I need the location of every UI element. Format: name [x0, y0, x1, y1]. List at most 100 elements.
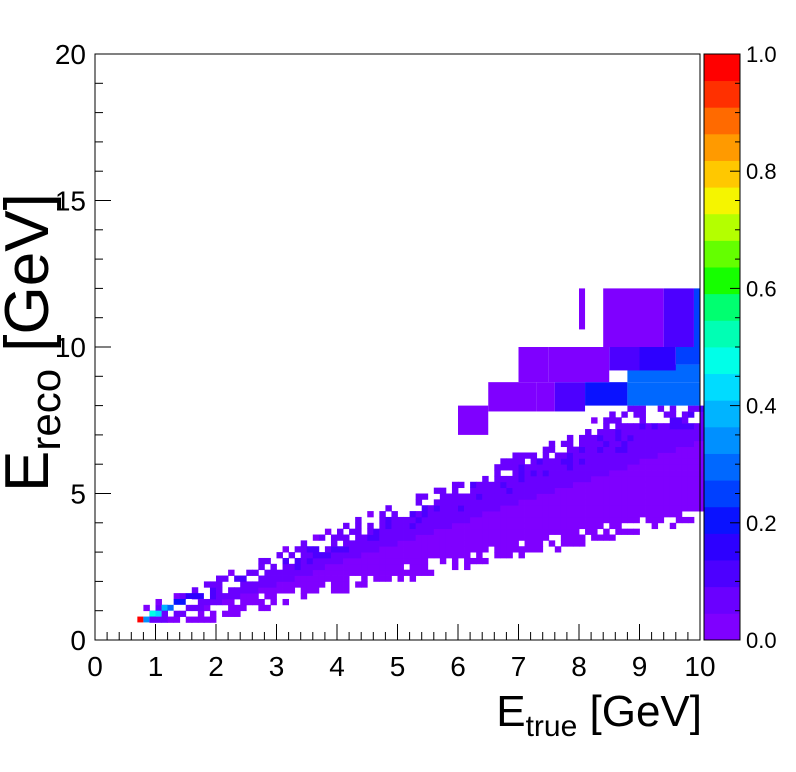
heatmap-bin	[542, 511, 550, 518]
heatmap-bin	[409, 557, 417, 565]
heatmap-bin	[663, 487, 671, 494]
heatmap-bin	[687, 429, 695, 436]
heatmap-bin	[579, 493, 586, 500]
axis-ticks: 0 1 2 3 4 5 6 7 8 9 10 0 5 10 15 20	[55, 39, 716, 682]
heatmap-bin	[645, 481, 652, 489]
heatmap-bin	[663, 440, 671, 448]
heatmap-bin	[330, 540, 338, 547]
y-tick-label: 15	[55, 186, 86, 217]
heatmap-bin	[603, 446, 610, 453]
heatmap-bin	[554, 528, 562, 535]
heatmap-bin	[355, 546, 362, 553]
x-tick-label: 1	[148, 651, 164, 682]
x-axis-title: Etrue [GeV]	[496, 687, 702, 743]
heatmap-bin	[197, 604, 205, 612]
heatmap-bin	[579, 434, 586, 442]
heatmap-bin	[488, 528, 495, 535]
heatmap-bin	[512, 481, 519, 489]
heatmap-bin	[700, 434, 707, 442]
heatmap-bin	[361, 569, 368, 576]
heatmap-bin	[560, 522, 568, 530]
heatmap-bin	[403, 522, 410, 530]
heatmap-bin	[433, 552, 441, 559]
heatmap-bin	[427, 511, 435, 518]
heatmap-bin	[530, 481, 538, 489]
heatmap-bin	[609, 487, 616, 494]
heatmap-bin	[415, 511, 423, 518]
heatmap-bin	[294, 569, 302, 576]
heatmap-bin	[548, 440, 556, 448]
heatmap-bin	[306, 581, 314, 588]
heatmap-bin	[645, 464, 652, 471]
heatmap-bin	[627, 429, 634, 436]
heatmap-bin	[494, 546, 501, 553]
heatmap-bin	[252, 569, 259, 576]
heatmap-cell	[458, 405, 489, 435]
heatmap-bin	[645, 458, 652, 465]
heatmap-bin	[645, 475, 652, 483]
heatmap-bin	[464, 540, 471, 547]
heatmap-bin	[173, 593, 181, 600]
x-tick-label: 3	[269, 651, 285, 682]
heatmap-bin	[324, 569, 332, 576]
heatmap-bin	[693, 429, 701, 436]
heatmap-bin	[548, 505, 556, 512]
heatmap-bin	[470, 487, 477, 494]
heatmap-bin	[222, 598, 229, 606]
heatmap-bin	[615, 505, 622, 512]
heatmap-bin	[464, 505, 471, 512]
heatmap-bin	[651, 475, 659, 483]
heatmap-bin	[464, 534, 471, 541]
heatmap-bin	[657, 516, 665, 524]
heatmap-bin	[657, 475, 665, 483]
heatmap-bin	[669, 470, 677, 477]
heatmap-bin	[566, 534, 574, 541]
heatmap-bin	[530, 511, 538, 518]
heatmap-bin	[530, 546, 538, 553]
heatmap-bin	[330, 581, 338, 588]
heatmap-bin	[560, 470, 568, 477]
heatmap-bin	[572, 470, 580, 477]
x-tick-label: 2	[208, 651, 224, 682]
heatmap-bin	[609, 505, 616, 512]
heatmap-bin	[482, 475, 489, 483]
heatmap-bin	[579, 440, 586, 448]
heatmap-bin	[433, 546, 441, 553]
colorbar-band	[704, 80, 740, 108]
heatmap-bin	[609, 475, 616, 483]
heatmap-bin	[536, 505, 544, 512]
heatmap-bin	[518, 475, 525, 483]
heatmap-bin	[300, 587, 308, 594]
heatmap-bin	[355, 552, 362, 559]
heatmap-bin	[409, 522, 417, 530]
heatmap-bin	[421, 528, 429, 535]
heatmap-bin	[240, 598, 247, 606]
heatmap-bin	[445, 511, 453, 518]
heatmap-bin	[615, 446, 622, 453]
heatmap-bin	[572, 499, 580, 506]
heatmap-bin	[439, 546, 447, 553]
heatmap-bin	[585, 429, 592, 436]
heatmap-bin	[228, 598, 235, 606]
heatmap-bin	[385, 505, 392, 512]
heatmap-bin	[651, 452, 659, 459]
heatmap-bin	[379, 511, 386, 518]
heatmap-bin	[451, 505, 459, 512]
heatmap-bin	[209, 616, 217, 623]
heatmap-bin	[470, 522, 477, 530]
heatmap-bin	[349, 552, 356, 559]
heatmap-bin	[300, 563, 308, 571]
svg-text:Etrue [GeV]: Etrue [GeV]	[496, 687, 702, 743]
heatmap-bin	[530, 470, 538, 477]
heatmap-bin	[464, 552, 471, 559]
heatmap-bin	[591, 452, 598, 459]
heatmap-bin	[700, 505, 707, 512]
heatmap-bin	[258, 581, 265, 588]
heatmap-bin	[470, 481, 477, 489]
heatmap-bin	[476, 534, 483, 541]
heatmap-bin	[403, 552, 410, 559]
heatmap-bin	[518, 528, 525, 535]
heatmap-bin	[512, 511, 519, 518]
heatmap-bin	[609, 499, 616, 506]
heatmap-bin	[585, 446, 592, 453]
